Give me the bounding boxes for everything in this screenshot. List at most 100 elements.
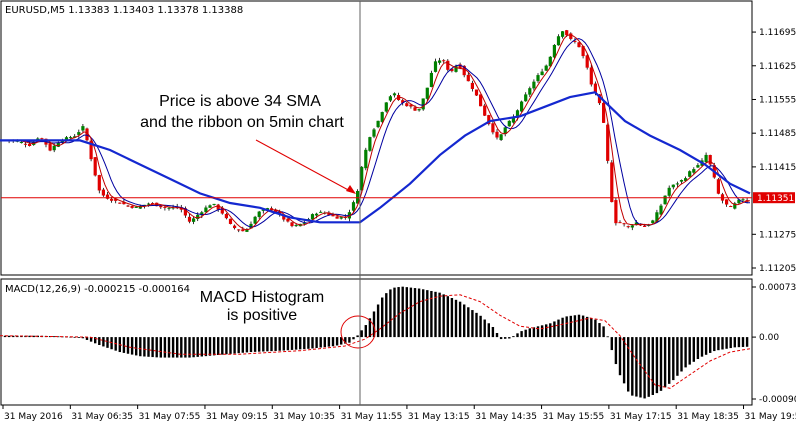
candle-bull <box>196 214 200 219</box>
candle-bear <box>282 215 286 220</box>
candle-bull <box>60 140 64 143</box>
sma-34-line <box>0 91 751 224</box>
candle-bull <box>671 184 675 188</box>
candle-bull <box>302 222 306 224</box>
candle-bull <box>433 61 438 72</box>
candle-bear <box>233 225 237 229</box>
time-tick-label: 31 May 10:35 <box>273 412 335 422</box>
candle-bear <box>626 226 630 228</box>
histogram-bar <box>434 291 437 338</box>
time-tick-label: 31 May 11:55 <box>341 412 403 422</box>
price-tick-label: 1.11625 <box>759 62 796 72</box>
histogram-bar <box>450 298 454 338</box>
candle-bull <box>675 183 679 185</box>
histogram-bar <box>487 323 490 338</box>
macd-panel[interactable]: 0.000734 0.00 -0.000907 MACD(12,26,9) -0.0… <box>0 278 796 406</box>
candle-bull <box>204 207 208 213</box>
price-panel[interactable]: 1.11695 1.11625 1.11555 1.11485 1.11415 1.112… <box>0 0 796 276</box>
histogram-bar <box>307 337 310 349</box>
candle-bull <box>388 96 392 101</box>
candle-bear <box>589 67 593 85</box>
macd-label: MACD(12,26,9) -0.000215 -0.000164 <box>5 284 190 295</box>
price-tick-label: 1.11275 <box>759 230 796 240</box>
histogram-bar <box>171 337 175 358</box>
candle-bear <box>130 205 134 208</box>
histogram-bar <box>77 337 80 338</box>
histogram-bar <box>684 337 687 368</box>
histogram-bar <box>122 337 126 353</box>
candle-bull <box>380 112 384 122</box>
candle-bull <box>679 180 684 182</box>
histogram-bar <box>454 299 458 338</box>
histogram-bar <box>249 337 253 353</box>
candle-bull <box>294 225 298 227</box>
histogram-bar <box>725 337 728 349</box>
price-tick-label: 1.11555 <box>759 95 796 105</box>
histogram-bar <box>499 337 503 340</box>
candle-bear <box>274 209 278 213</box>
candle-bull <box>56 142 60 147</box>
histogram-bar <box>491 326 495 338</box>
histogram-bar <box>696 337 700 360</box>
candle-bull <box>663 195 667 205</box>
histogram-bar <box>184 337 187 358</box>
candle-bull <box>351 202 356 211</box>
candle-bear <box>228 218 233 224</box>
time-tick-label: 31 May 15:55 <box>543 412 605 422</box>
histogram-bar <box>745 337 749 347</box>
histogram-bar <box>651 337 654 395</box>
candle-bull <box>134 206 138 208</box>
candle-bear <box>269 208 274 210</box>
candle-bear <box>335 216 339 219</box>
candle-bear <box>101 189 105 196</box>
candle-bull <box>741 199 745 201</box>
histogram-bar <box>446 296 449 338</box>
candle-bull <box>503 127 507 135</box>
histogram-bar <box>327 337 331 347</box>
histogram-bar <box>417 288 421 338</box>
histogram-bar <box>561 317 564 338</box>
candle-bear <box>40 138 44 140</box>
candle-bear <box>97 175 101 191</box>
candle-bull <box>69 137 73 139</box>
candle-bear <box>458 64 462 69</box>
histogram-bar <box>643 337 646 399</box>
histogram-bar <box>274 337 277 351</box>
histogram-bar <box>331 337 335 347</box>
histogram-bar <box>635 337 638 397</box>
histogram-bar <box>610 337 613 351</box>
histogram-bar <box>721 337 724 350</box>
macd-histogram-series <box>3 286 749 399</box>
candle-bear <box>577 42 581 48</box>
candle-bear <box>450 68 454 72</box>
candle-bull <box>704 154 708 163</box>
candle-bear <box>23 143 28 145</box>
ribbon-slow-line <box>3 38 751 228</box>
histogram-bar <box>536 326 540 338</box>
candle-bear <box>183 208 187 216</box>
histogram-bar <box>143 337 146 357</box>
candle-bull <box>52 145 56 151</box>
histogram-bar <box>495 333 499 338</box>
histogram-bar <box>270 337 273 352</box>
candle-bull <box>499 134 503 141</box>
candle-bear <box>462 65 466 76</box>
histogram-bar <box>290 337 294 350</box>
histogram-bar <box>397 287 400 338</box>
candle-bear <box>105 194 110 199</box>
histogram-bar <box>126 337 130 354</box>
histogram-bar <box>717 337 720 351</box>
histogram-bar <box>233 337 236 354</box>
candle-bull <box>421 98 425 110</box>
histogram-bar <box>159 337 162 358</box>
candle-bull <box>515 110 520 118</box>
candle-bear <box>442 60 446 62</box>
macd-axis: 0.000734 0.00 -0.000907 <box>752 283 796 405</box>
time-tick-label: 31 May 13:15 <box>408 412 470 422</box>
candle-bull <box>659 205 663 215</box>
candle-bull <box>696 165 700 168</box>
price-tick-label: 1.11415 <box>759 163 796 173</box>
price-tick-label: 1.11205 <box>759 264 796 274</box>
candle-bull <box>73 136 77 138</box>
